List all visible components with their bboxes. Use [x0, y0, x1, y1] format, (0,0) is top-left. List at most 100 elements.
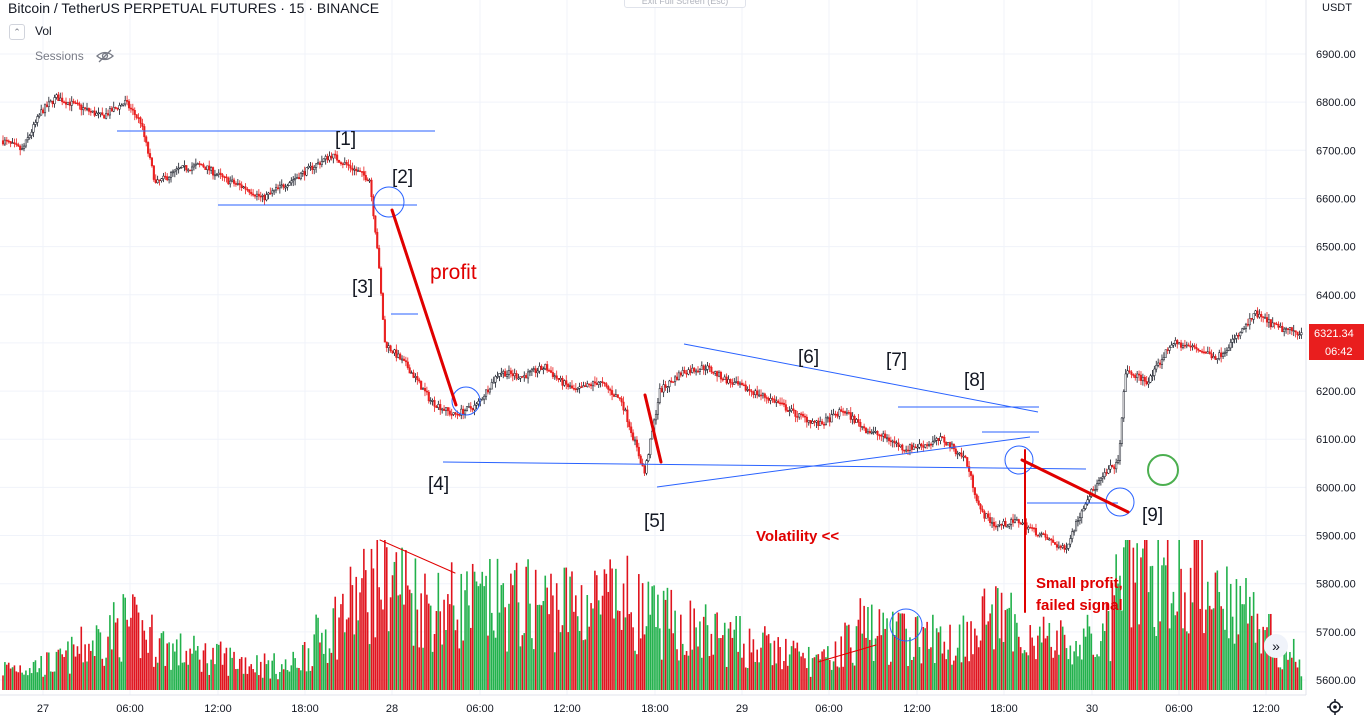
volume-bar — [922, 626, 925, 690]
candle — [154, 174, 157, 184]
volume-bar — [1044, 638, 1047, 690]
candlesticks — [1, 91, 1303, 554]
price-tick-label: 5900.00 — [1316, 531, 1356, 543]
candle — [1073, 529, 1076, 536]
candle — [475, 402, 478, 410]
volume-bar — [582, 640, 585, 690]
collapse-indicators-icon[interactable]: ⌃ — [9, 24, 25, 40]
volume-bar — [174, 651, 176, 690]
volume-decline-line[interactable] — [379, 539, 456, 574]
volume-bar — [798, 651, 801, 690]
hidden-eye-icon[interactable] — [96, 49, 114, 63]
candle — [1239, 331, 1242, 340]
candle — [528, 369, 532, 377]
candle — [477, 398, 480, 408]
candle — [1048, 537, 1051, 541]
marker-circle-8[interactable] — [1004, 445, 1034, 475]
volume-bar — [1298, 659, 1301, 690]
volume-rise-line[interactable] — [817, 644, 877, 663]
volume-bar — [25, 670, 27, 690]
candle — [429, 397, 432, 405]
drawings[interactable] — [117, 130, 1179, 642]
settings-gear-icon[interactable] — [1327, 699, 1343, 715]
volume-bar — [676, 649, 678, 690]
candle — [998, 520, 1001, 528]
candle — [864, 427, 868, 434]
candle — [872, 426, 875, 435]
volume-bar — [1281, 669, 1284, 690]
candle — [1195, 343, 1198, 353]
candle — [675, 372, 679, 381]
candle — [313, 165, 316, 175]
small-profit-line[interactable] — [1020, 458, 1130, 514]
volume-bar — [1149, 566, 1152, 690]
candle — [211, 166, 215, 180]
volume-bar — [347, 617, 350, 690]
volume-bar — [834, 641, 837, 690]
scroll-to-realtime-button[interactable]: » — [1264, 634, 1288, 658]
volume-bar — [57, 649, 60, 690]
candle — [1080, 509, 1083, 524]
marker-circle-green[interactable] — [1147, 454, 1179, 486]
volume-bar — [731, 637, 734, 690]
candle — [1202, 346, 1206, 355]
volume-bar — [725, 666, 728, 690]
candle — [1, 135, 5, 146]
candle — [147, 141, 150, 157]
marker-circle-volume[interactable] — [889, 608, 923, 642]
candle — [662, 379, 665, 398]
marker-circle-2[interactable] — [373, 186, 405, 218]
candle — [1021, 519, 1024, 526]
volume-bar — [771, 665, 774, 690]
volume-bar — [338, 617, 340, 690]
marker-circle-4[interactable] — [451, 386, 481, 416]
candle — [933, 434, 936, 444]
triangle-upper-line[interactable] — [683, 343, 1039, 413]
volume-bar — [1008, 607, 1011, 690]
volume-bar — [198, 659, 201, 690]
volume-bar — [767, 634, 770, 690]
volume-bar — [1071, 664, 1074, 690]
candle — [416, 372, 419, 385]
profit-line[interactable] — [390, 208, 458, 407]
candle — [105, 108, 108, 120]
volume-bar — [758, 662, 760, 690]
triangle-lower-line[interactable] — [656, 436, 1031, 488]
volume-bar — [554, 652, 556, 690]
candle — [784, 399, 787, 413]
candle — [1027, 525, 1030, 534]
vol-indicator-label[interactable]: Vol — [35, 24, 52, 38]
candle — [156, 175, 159, 184]
candle — [943, 434, 946, 448]
volume-bar — [529, 603, 531, 690]
candle — [563, 379, 566, 387]
candle — [276, 184, 279, 191]
red-arrows[interactable] — [379, 208, 1130, 663]
price-axis[interactable]: 6900.00 6800.00 6700.00 6600.00 6500.00 6400.… — [1305, 0, 1364, 695]
volume-bar — [1283, 639, 1285, 690]
candle — [139, 116, 142, 129]
candle — [609, 387, 612, 396]
candle — [584, 382, 587, 387]
volume-bar — [903, 613, 906, 690]
volume-bar — [487, 635, 489, 690]
volume-bar — [389, 597, 392, 690]
volume-bar — [748, 628, 751, 690]
candle — [1099, 476, 1102, 486]
volume-bar — [987, 621, 990, 690]
volume-bar — [1218, 591, 1221, 690]
candle — [990, 517, 994, 529]
time-axis[interactable]: 27 06:00 12:00 18:00 28 06:00 12:00 18:00 29 06:0… — [0, 694, 1306, 719]
exit-fullscreen-button[interactable]: Exit Full Screen (Esc) — [624, 0, 746, 8]
candle — [425, 386, 428, 396]
candle — [454, 411, 457, 418]
volume-bar — [143, 630, 146, 690]
spike-line-5[interactable] — [643, 393, 663, 464]
sessions-indicator-label[interactable]: Sessions — [35, 49, 84, 63]
support-line-4[interactable] — [442, 461, 1087, 470]
candle — [1017, 518, 1020, 528]
candle — [1170, 341, 1173, 348]
volume-bar — [596, 575, 598, 690]
candle — [555, 370, 558, 381]
